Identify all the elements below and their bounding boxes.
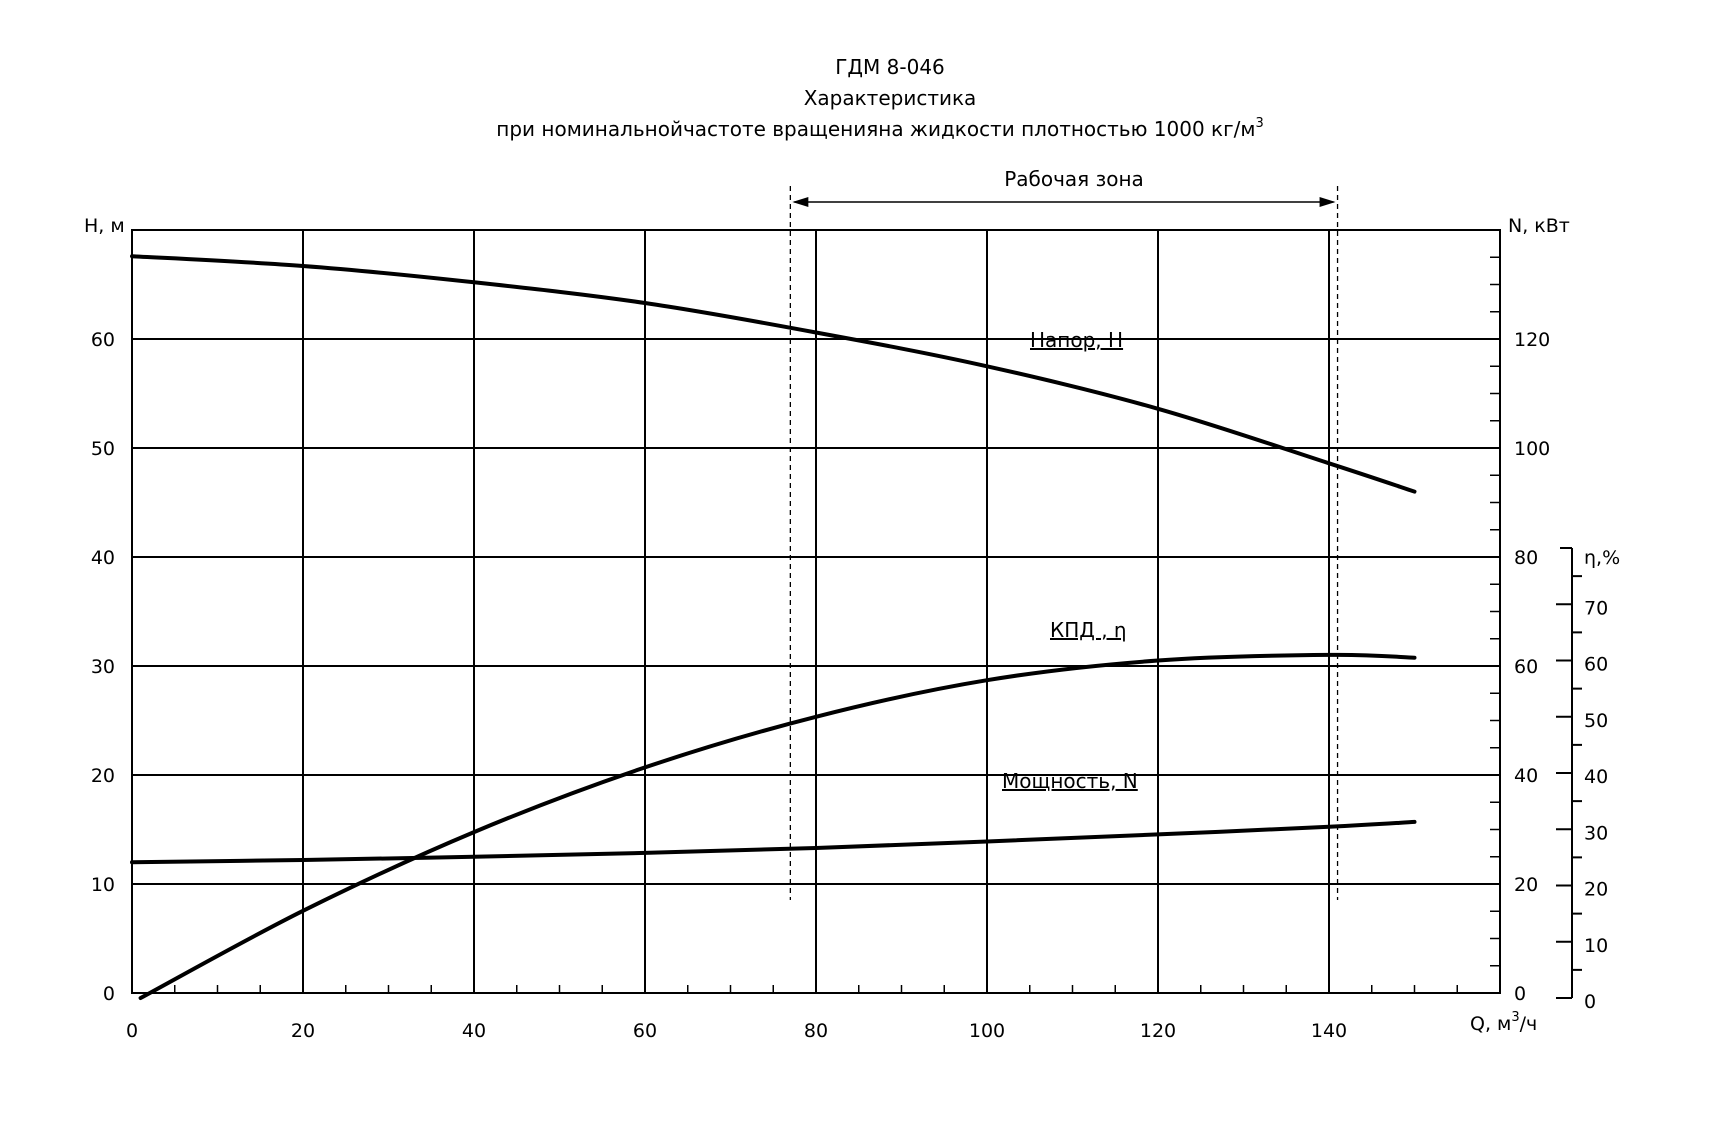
x-tick-label: 20 [291, 1020, 315, 1042]
x-tick-label: 0 [126, 1020, 138, 1042]
x-tick-label: 80 [804, 1020, 828, 1042]
eta-tick-label: 60 [1584, 654, 1608, 676]
working-zone-arrow-left [792, 197, 809, 207]
y-right-tick-label: 120 [1514, 329, 1550, 351]
efficiency-curve-label: КПД , η [1050, 618, 1127, 642]
conditions-superscript: 3 [1255, 116, 1263, 131]
chart-title: ГДМ 8-046 [835, 55, 945, 79]
x-tick-label: 40 [462, 1020, 486, 1042]
eta-axis-title: η,% [1584, 547, 1620, 569]
x-tick-label: 120 [1140, 1020, 1176, 1042]
working-zone-arrow-right [1319, 197, 1336, 207]
eta-tick-label: 10 [1584, 935, 1608, 957]
y-right-tick-label: 60 [1514, 656, 1538, 678]
conditions-text: при номинальнойчастоте вращенияна жидкос… [496, 117, 1255, 141]
x-axis-title-suffix: /ч [1520, 1013, 1538, 1035]
head-curve [130, 254, 1417, 494]
y-right-tick-label: 40 [1514, 765, 1538, 787]
x-tick-label: 140 [1311, 1020, 1347, 1042]
eta-tick-label: 0 [1584, 991, 1596, 1013]
x-tick-label: 100 [969, 1020, 1005, 1042]
y-right-tick-label: 0 [1514, 983, 1526, 1005]
chart-subtitle-conditions: при номинальнойчастоте вращенияна жидкос… [496, 116, 1263, 141]
eta-tick-label: 50 [1584, 710, 1608, 732]
eta-tick-label: 70 [1584, 597, 1608, 619]
efficiency-curve [138, 652, 1417, 1000]
y-left-tick-label: 40 [91, 547, 115, 569]
x-axis-title-superscript: 3 [1511, 1010, 1519, 1025]
tick-labels: 0 20 40 60 80 100 120 1400102030405060020406080… [91, 329, 1608, 1042]
x-axis-title: Q, м3/ч [1470, 1010, 1537, 1035]
x-axis-title-text: Q, м [1470, 1013, 1511, 1035]
eta-tick-label: 40 [1584, 766, 1608, 788]
head-curve-label: Напор, H [1030, 328, 1123, 352]
y-left-tick-label: 20 [91, 765, 115, 787]
chart-subtitle: Характеристика [804, 86, 977, 110]
y-left-tick-label: 30 [91, 656, 115, 678]
x-tick-label: 60 [633, 1020, 657, 1042]
y-right-tick-label: 100 [1514, 438, 1550, 460]
grid [131, 229, 1582, 999]
y-right-tick-label: 20 [1514, 874, 1538, 896]
y-left-tick-label: 10 [91, 874, 115, 896]
working-zone-label: Рабочая зона [1004, 167, 1144, 191]
y-left-tick-label: 60 [91, 329, 115, 351]
power-curve-label: Мощность, N [1002, 769, 1138, 793]
power-curve [130, 819, 1417, 865]
working-zone: Рабочая зона [789, 167, 1339, 900]
y-left-axis-title: H, м [84, 215, 125, 237]
y-left-tick-label: 50 [91, 438, 115, 460]
eta-tick-label: 30 [1584, 822, 1608, 844]
curve-labels: Напор, H КПД , η Мощность, N [1002, 328, 1138, 793]
y-right-tick-label: 80 [1514, 547, 1538, 569]
series-curves [130, 254, 1417, 1000]
eta-tick-label: 20 [1584, 879, 1608, 901]
y-right-axis-title: N, кВт [1508, 215, 1570, 237]
y-left-tick-label: 0 [103, 983, 115, 1005]
